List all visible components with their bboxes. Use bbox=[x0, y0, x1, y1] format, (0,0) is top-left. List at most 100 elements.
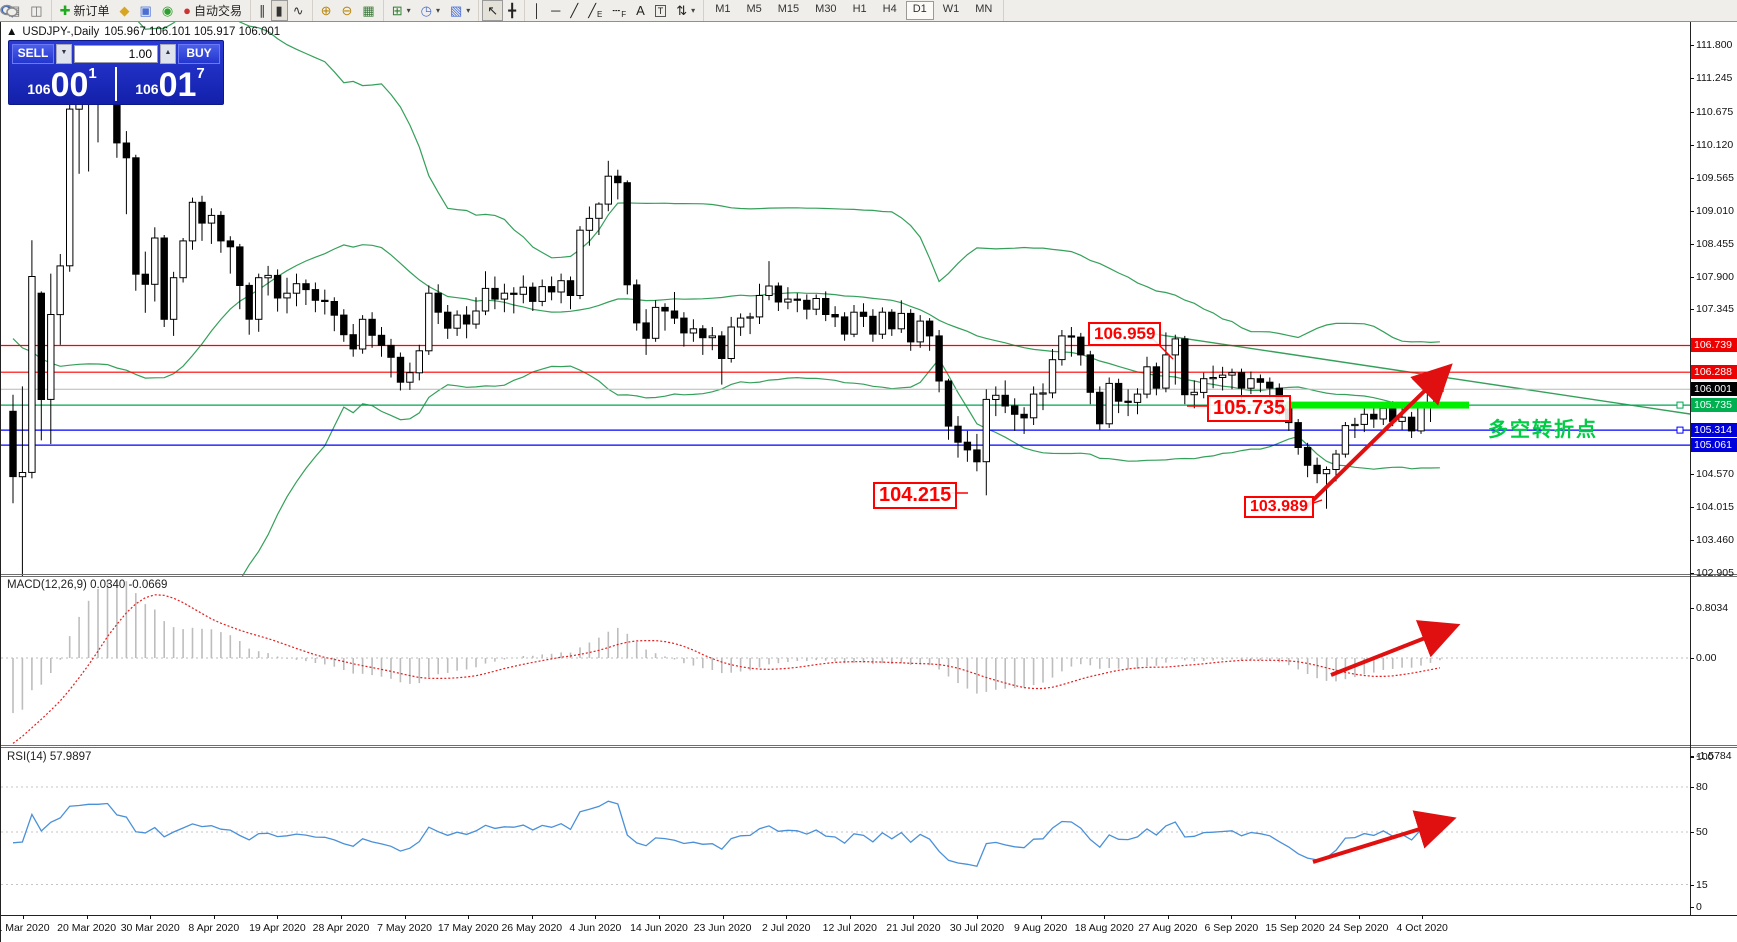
zoom-in-button[interactable]: ⊕ bbox=[316, 0, 337, 21]
candle-body bbox=[1011, 405, 1019, 415]
support-level-segment[interactable] bbox=[1286, 401, 1469, 409]
timeframe-mn-button[interactable]: MN bbox=[975, 3, 993, 15]
candle-body bbox=[935, 335, 943, 382]
new-chart-dropdown-icon[interactable]: ⊞ ▾ bbox=[387, 0, 416, 21]
date-tick-mark bbox=[341, 915, 342, 919]
equidistant-channel-icon[interactable]: ╱ E bbox=[583, 0, 607, 21]
buy-button[interactable]: BUY bbox=[178, 44, 220, 64]
crosshair-icon[interactable]: ╋ bbox=[503, 0, 521, 21]
price-annotation-103.989[interactable]: 103.989 bbox=[1244, 496, 1314, 519]
cursor-icon[interactable]: ↖ bbox=[482, 0, 504, 21]
rsi-indicator-pane[interactable] bbox=[1, 748, 1737, 915]
price-annotation-105.735[interactable]: 105.735 bbox=[1207, 395, 1292, 422]
fibonacci-icon-sub: F bbox=[621, 10, 627, 19]
sell-button[interactable]: SELL bbox=[12, 44, 54, 64]
candle-body bbox=[1379, 407, 1387, 420]
axis-tick-label: 15 bbox=[1696, 878, 1708, 891]
period-selector-icon: ◷ bbox=[420, 3, 432, 18]
arrows-icon: ⇅ bbox=[676, 3, 688, 18]
market-watch-icon[interactable]: ◆ bbox=[115, 0, 135, 21]
timeframe-h4-button[interactable]: H4 bbox=[882, 3, 897, 15]
date-tick-mark bbox=[595, 915, 597, 919]
print-preview-icon[interactable]: ◫ bbox=[25, 0, 47, 21]
auto-trading-button[interactable]: ● 自动交易 bbox=[178, 0, 247, 21]
candle-body bbox=[736, 317, 745, 328]
main-price-chart[interactable] bbox=[1, 22, 1737, 577]
timeframe-h1-button[interactable]: H1 bbox=[852, 3, 867, 15]
axis-tick-label: -1.5784 bbox=[1696, 749, 1732, 762]
timeframe-m30-button[interactable]: M30 bbox=[815, 3, 837, 15]
data-window-icon[interactable]: ▣ bbox=[135, 0, 157, 21]
line-chart-type-icon: ∿ bbox=[292, 3, 304, 18]
new-order-button[interactable]: ✚ 新订单 bbox=[55, 0, 115, 21]
axis-tick-mark bbox=[1690, 757, 1694, 758]
trendline-icon[interactable]: ╱ bbox=[565, 0, 583, 21]
candle-body bbox=[217, 214, 225, 242]
bar-chart-type-icon: ∥ bbox=[259, 3, 266, 18]
macd-trend-arrow[interactable] bbox=[1330, 620, 1461, 677]
pane-divider[interactable] bbox=[1, 745, 1737, 746]
period-selector-icon[interactable]: ◷ ▾ bbox=[416, 0, 445, 21]
hline-handle[interactable] bbox=[1676, 426, 1684, 434]
arrows-icon[interactable]: ⇅ ▾ bbox=[671, 0, 700, 21]
candle-body bbox=[37, 292, 45, 401]
bullish-trend-arrow[interactable] bbox=[1302, 363, 1453, 511]
candle-body bbox=[1332, 453, 1340, 471]
tile-windows-icon[interactable]: ▦ bbox=[357, 0, 379, 21]
price-annotation-104.215[interactable]: 104.215 bbox=[873, 482, 958, 509]
template-icon[interactable]: ▧ ▾ bbox=[445, 0, 475, 21]
pane-divider[interactable] bbox=[1, 747, 1737, 748]
candle-body bbox=[179, 240, 187, 279]
template-icon: ▧ bbox=[449, 3, 463, 18]
volume-input[interactable]: 1.00 bbox=[74, 45, 158, 63]
bid-price-display[interactable]: 106 00 1 bbox=[9, 65, 115, 103]
axis-tick-mark bbox=[1690, 210, 1694, 212]
axis-tick-label: 109.565 bbox=[1696, 171, 1734, 184]
candle-body bbox=[1105, 382, 1113, 425]
timeframe-w1-button[interactable]: W1 bbox=[942, 3, 960, 15]
candle-body bbox=[292, 283, 301, 294]
candle-body bbox=[283, 292, 291, 299]
date-label: 17 May 2020 bbox=[437, 922, 499, 934]
horizontal-line-icon[interactable]: ─ bbox=[546, 0, 565, 21]
timeframe-m1-button[interactable]: M1 bbox=[715, 3, 731, 15]
candle-body bbox=[1209, 377, 1217, 380]
rsi-trend-arrow[interactable] bbox=[1312, 810, 1457, 864]
text-icon[interactable]: A bbox=[631, 0, 650, 21]
macd-indicator-pane[interactable] bbox=[1, 577, 1737, 745]
timeframe-m15-button[interactable]: M15 bbox=[777, 3, 800, 15]
volume-increase-button[interactable]: ▲ bbox=[160, 44, 176, 64]
bar-chart-type-icon[interactable]: ∥ bbox=[254, 0, 271, 21]
fibonacci-icon[interactable]: ┄ F bbox=[607, 0, 631, 21]
candlestick-chart-type-icon[interactable]: ▮ bbox=[270, 0, 288, 21]
candle-body bbox=[321, 299, 329, 302]
chat-icon[interactable] bbox=[0, 4, 18, 18]
ask-price-display[interactable]: 106 01 7 bbox=[117, 65, 223, 103]
navigator-icon[interactable]: ◉ bbox=[157, 0, 178, 21]
timeframe-m5-button[interactable]: M5 bbox=[746, 3, 762, 15]
zoom-out-button[interactable]: ⊖ bbox=[337, 0, 358, 21]
text-label-icon[interactable]: T bbox=[650, 0, 672, 21]
candle-body bbox=[481, 287, 490, 312]
symbol-ohlc-values: 105.967 106.101 105.917 106.001 bbox=[104, 26, 281, 38]
candle-body bbox=[1370, 413, 1378, 420]
date-tick-mark bbox=[1104, 915, 1106, 919]
candle-body bbox=[1039, 392, 1047, 395]
price-annotation-106.959[interactable]: 106.959 bbox=[1088, 322, 1162, 346]
axis-tick-mark bbox=[1690, 474, 1694, 476]
candle-body bbox=[803, 299, 811, 310]
pane-divider[interactable] bbox=[1, 574, 1737, 575]
axis-tick-mark bbox=[1690, 45, 1694, 46]
note-text[interactable]: 多空转折点 bbox=[1488, 419, 1598, 441]
candle-body bbox=[538, 286, 546, 302]
candle-body bbox=[28, 276, 36, 473]
axis-tick-label: 110.120 bbox=[1696, 138, 1734, 151]
timeframe-d1-button[interactable]: D1 bbox=[905, 1, 934, 20]
volume-decrease-button[interactable]: ▼ bbox=[56, 44, 72, 64]
hline-handle[interactable] bbox=[1676, 401, 1684, 409]
chart-window[interactable]: ▲ USDJPY-,Daily 105.967 106.101 105.917 … bbox=[0, 22, 1737, 942]
pane-divider[interactable] bbox=[1, 576, 1737, 577]
vertical-line-icon[interactable]: │ bbox=[528, 0, 546, 21]
line-chart-type-icon[interactable]: ∿ bbox=[288, 0, 309, 21]
